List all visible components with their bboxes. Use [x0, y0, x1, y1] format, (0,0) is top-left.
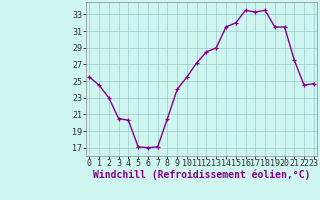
X-axis label: Windchill (Refroidissement éolien,°C): Windchill (Refroidissement éolien,°C)	[93, 169, 310, 180]
